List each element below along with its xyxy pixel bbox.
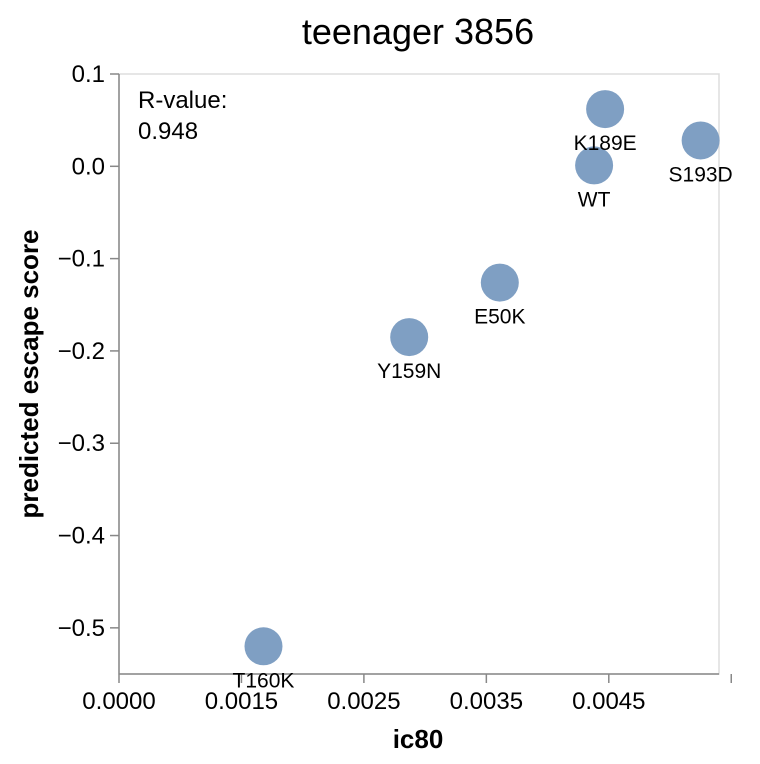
- data-point: [681, 121, 720, 160]
- x-tick-label: 0.0000: [82, 688, 155, 715]
- x-tick-label: 0.0015: [205, 688, 278, 715]
- x-tick-label: 0.0035: [450, 688, 523, 715]
- points-layer: [244, 90, 720, 666]
- y-tick-label: 0.0: [72, 153, 105, 180]
- r-value-label: R-value:: [138, 87, 227, 114]
- data-point: [575, 146, 614, 185]
- y-tick-label: −0.2: [58, 338, 105, 365]
- x-tick-label: 0.0025: [327, 688, 400, 715]
- point-label: Y159N: [377, 360, 441, 383]
- r-value-number: 0.948: [138, 118, 198, 145]
- point-label: S193D: [669, 163, 733, 186]
- point-labels-layer: K189E S193D WT E50K Y159N T160K: [233, 132, 733, 692]
- point-label: WT: [578, 188, 611, 211]
- y-tick-label: −0.4: [58, 523, 105, 550]
- x-axis: 0.0000 0.0015 0.0025 0.0035 0.0045: [82, 673, 732, 715]
- data-point: [244, 627, 283, 666]
- y-axis: 0.1 0.0 −0.1 −0.2 −0.3 −0.4 −0.5: [58, 61, 120, 674]
- y-tick-label: 0.1: [72, 61, 105, 88]
- data-point: [390, 318, 429, 357]
- x-axis-title: ic80: [393, 724, 444, 754]
- x-tick-label: 0.0045: [572, 688, 645, 715]
- y-axis-title: predicted escape score: [14, 229, 44, 518]
- data-point: [586, 90, 625, 129]
- y-tick-label: −0.1: [58, 246, 105, 273]
- y-tick-label: −0.5: [58, 615, 105, 642]
- y-tick-label: −0.3: [58, 430, 105, 457]
- point-label: T160K: [233, 669, 295, 692]
- chart-title: teenager 3856: [302, 11, 534, 52]
- data-point: [480, 263, 519, 302]
- point-label: K189E: [574, 132, 637, 155]
- point-label: E50K: [474, 306, 525, 329]
